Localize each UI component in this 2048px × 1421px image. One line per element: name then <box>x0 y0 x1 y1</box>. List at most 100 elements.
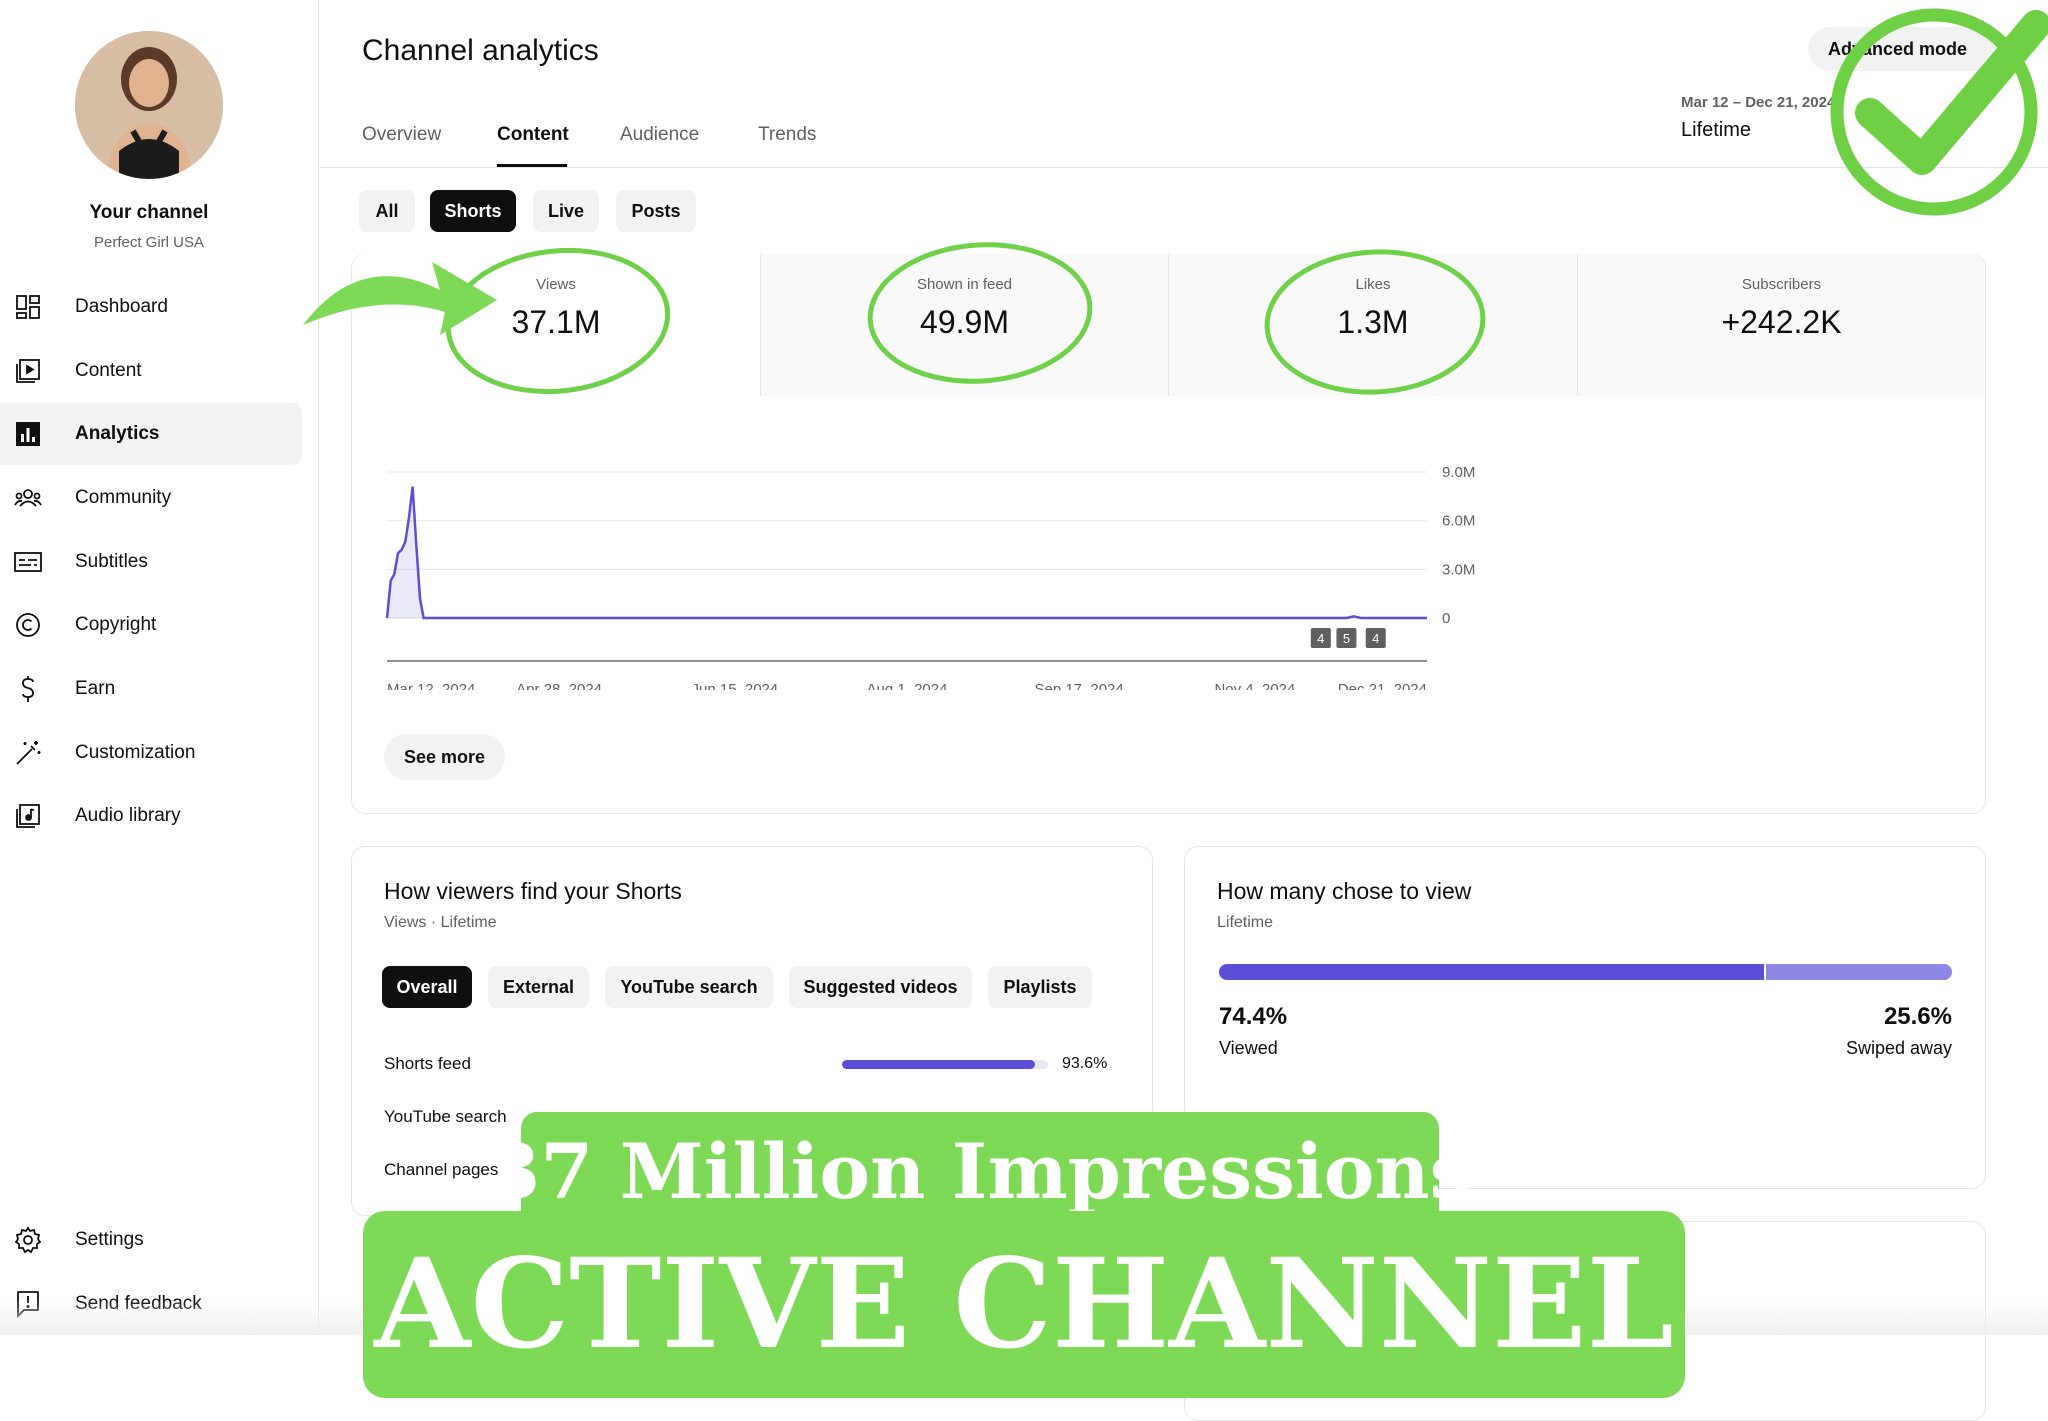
traffic-row-label: Shorts feed <box>384 1054 471 1073</box>
pointer-arrow-icon <box>303 262 497 335</box>
y-tick-label: 3.0M <box>1442 561 1475 578</box>
traffic-row-bar-track <box>842 1060 1048 1069</box>
x-tick-label: Dec 21, 2024 <box>1338 681 1427 690</box>
metric-subscribers[interactable]: Subscribers +242.2K <box>1578 254 1985 396</box>
subtitles-icon <box>14 548 42 576</box>
source-chip-youtube-search[interactable]: YouTube search <box>605 966 773 1008</box>
metric-label: Shown in feed <box>916 276 1013 293</box>
y-tick-label: 9.0M <box>1442 464 1475 481</box>
video-marker-label: 4 <box>1317 631 1324 646</box>
x-tick-label: Jun 15, 2024 <box>692 681 779 690</box>
channel-handle: Perfect Girl USA <box>93 234 205 251</box>
sidebar-item-settings[interactable]: Settings <box>0 1209 302 1271</box>
viewed-label: Viewed <box>1219 1038 1278 1058</box>
audio-library-icon <box>14 802 42 830</box>
checkmark-icon <box>1855 10 2048 175</box>
sidebar-item-label: Copyright <box>75 614 157 635</box>
filter-chip-shorts[interactable]: Shorts <box>430 190 516 232</box>
traffic-row-value: 93.6% <box>1062 1055 1108 1072</box>
tab-trends[interactable]: Trends <box>758 124 817 145</box>
sidebar-item-label: Audio library <box>75 805 181 826</box>
filter-chip-live[interactable]: Live <box>533 190 599 232</box>
metric-value: +242.2K <box>1721 304 1842 340</box>
source-chip-playlists[interactable]: Playlists <box>988 966 1092 1008</box>
metric-label: Views <box>536 276 576 293</box>
x-tick-label: Apr 28, 2024 <box>516 681 602 690</box>
filter-chip-all[interactable]: All <box>359 190 415 232</box>
swiped-label: Swiped away <box>1845 1038 1952 1058</box>
metric-label: Subscribers <box>1741 276 1822 293</box>
sidebar: Your channel Perfect Girl USA Dashboard … <box>0 0 319 1335</box>
x-tick-label: Mar 12, 2024 <box>387 681 475 690</box>
video-marker <box>1336 628 1357 648</box>
dashboard-icon <box>14 293 42 321</box>
traffic-row-label: YouTube search <box>384 1107 507 1126</box>
view-ratio-bar <box>1219 964 1952 980</box>
traffic-card-title: How viewers find your Shorts <box>384 878 682 904</box>
view-choice-title: How many chose to view <box>1217 878 1472 904</box>
active-tab-indicator <box>497 164 567 167</box>
video-marker-label: 5 <box>1343 631 1350 646</box>
sidebar-item-label: Community <box>75 487 172 508</box>
highlight-circle-views <box>445 247 671 395</box>
traffic-row-bar <box>842 1060 1035 1069</box>
source-chip-external[interactable]: External <box>488 966 589 1008</box>
video-marker <box>1365 628 1386 648</box>
swiped-segment <box>1764 964 1952 980</box>
sidebar-item-label: Analytics <box>75 423 160 444</box>
sidebar-item-community[interactable]: Community <box>0 467 302 529</box>
metric-likes[interactable]: Likes 1.3M <box>1169 254 1578 396</box>
channel-name: Your channel <box>89 202 209 223</box>
view-choice-subtitle: Lifetime <box>1217 914 1274 931</box>
check-circle-icon <box>1830 8 2038 216</box>
sidebar-item-audio-library[interactable]: Audio library <box>0 785 302 847</box>
metric-value: 1.3M <box>1337 304 1409 340</box>
sidebar-item-customization[interactable]: Customization <box>0 722 302 784</box>
source-chip-overall[interactable]: Overall <box>382 966 472 1008</box>
highlight-circle-likes <box>1264 249 1486 395</box>
sidebar-item-label: Dashboard <box>75 296 168 317</box>
impressions-banner: 37 Million Impressions <box>488 1112 1472 1230</box>
metric-shown-in-feed[interactable]: Shown in feed 49.9M <box>761 254 1169 396</box>
x-tick-label: Nov 4, 2024 <box>1214 681 1295 690</box>
sidebar-item-label: Earn <box>75 678 116 699</box>
analytics-header: Channel analytics Overview Content Audie… <box>319 0 2048 168</box>
sidebar-item-label: Subtitles <box>75 551 148 572</box>
earn-icon <box>14 675 42 703</box>
metric-label: Likes <box>1355 276 1391 293</box>
y-tick-label: 0 <box>1442 610 1450 627</box>
traffic-card-subtitle: Views · Lifetime <box>384 914 497 931</box>
filter-chip-posts[interactable]: Posts <box>616 190 696 232</box>
see-more-button[interactable]: See more <box>384 734 505 780</box>
tab-content[interactable]: Content <box>497 124 569 145</box>
community-icon <box>14 484 42 512</box>
source-chip-suggested-videos[interactable]: Suggested videos <box>789 966 972 1008</box>
sidebar-item-label: Content <box>75 360 142 381</box>
x-tick-label: Aug 1, 2024 <box>867 681 948 690</box>
date-range[interactable]: Mar 12 – Dec 21, 2024 <box>1681 94 1836 111</box>
y-tick-label: 6.0M <box>1442 513 1475 530</box>
metric-value: 37.1M <box>511 304 601 340</box>
sidebar-item-analytics[interactable]: Analytics <box>0 403 302 465</box>
active-channel-banner: ACTIVE CHANNEL <box>363 1211 1685 1398</box>
x-tick-label: Sep 17, 2024 <box>1034 681 1123 690</box>
page-title: Channel analytics <box>362 34 599 67</box>
sidebar-item-content[interactable]: Content <box>0 340 302 402</box>
analytics-icon <box>14 420 42 448</box>
gear-icon <box>14 1226 42 1254</box>
metric-views[interactable]: Views 37.1M <box>352 254 761 396</box>
sidebar-item-dashboard[interactable]: Dashboard <box>0 276 302 338</box>
video-marker-label: 4 <box>1372 631 1379 646</box>
sidebar-item-subtitles[interactable]: Subtitles <box>0 531 302 593</box>
viewed-segment <box>1219 964 1765 980</box>
customization-icon <box>14 739 42 767</box>
tab-audience[interactable]: Audience <box>620 124 700 145</box>
tab-overview[interactable]: Overview <box>362 124 442 145</box>
date-period[interactable]: Lifetime <box>1681 119 1752 141</box>
copyright-icon <box>14 611 42 639</box>
sidebar-item-earn[interactable]: Earn <box>0 658 302 720</box>
swiped-percent: 25.6% <box>1883 1003 1952 1030</box>
sidebar-item-copyright[interactable]: Copyright <box>0 594 302 656</box>
views-chart: 4 5 4 Mar 12, 2024 Apr 28, 2024 Jun 15, 2024… <box>385 464 1475 690</box>
avatar[interactable] <box>75 31 223 179</box>
